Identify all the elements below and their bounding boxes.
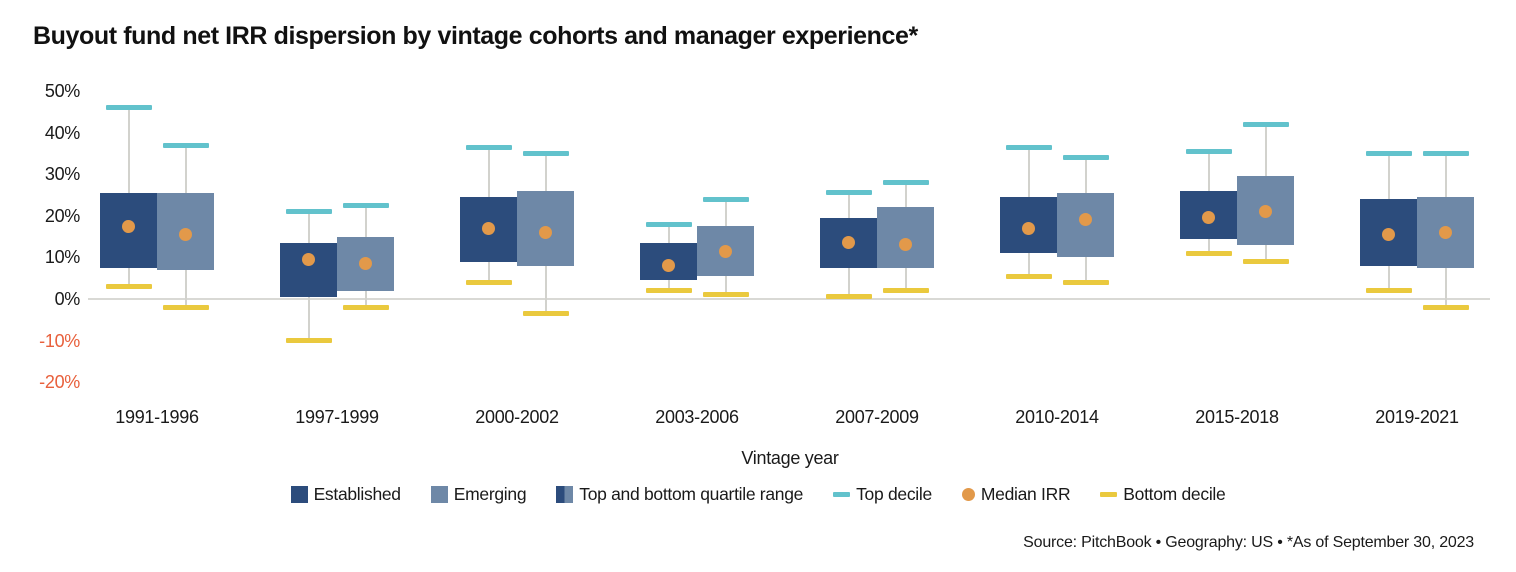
y-tick-label: 0%	[54, 289, 81, 309]
bottom-decile-line	[105, 284, 152, 290]
top-decile-line	[702, 196, 749, 202]
quartile-range-swatch-icon	[556, 486, 574, 503]
median-dot	[899, 238, 912, 252]
bottom-decile-line	[1365, 288, 1412, 294]
bottom-decile-line	[1242, 259, 1289, 265]
x-tick-label: 2003-2006	[655, 407, 739, 427]
legend-item-top-decile: Top decile	[833, 484, 932, 505]
median-dot	[1382, 228, 1395, 242]
median-dot	[1079, 213, 1092, 227]
legend-item-bottom-decile: Bottom decile	[1100, 484, 1226, 505]
bottom-decile-line	[645, 288, 692, 294]
chart-title: Buyout fund net IRR dispersion by vintag…	[33, 22, 918, 50]
legend: Established Emerging Top and bottom quarti…	[0, 484, 1516, 505]
median-dot	[1259, 205, 1272, 219]
legend-label: Top and bottom quartile range	[579, 484, 804, 504]
bottom-decile-line	[342, 304, 389, 310]
y-tick-label: -10%	[39, 330, 80, 351]
legend-label: Bottom decile	[1123, 484, 1226, 504]
legend-label: Established	[313, 484, 401, 504]
median-dot	[1022, 221, 1035, 235]
x-tick-label: 2019-2021	[1375, 407, 1459, 427]
y-tick-label: -20%	[39, 372, 80, 393]
top-decile-line	[522, 150, 569, 156]
bottom-decile-line	[522, 311, 569, 317]
median-dot	[1202, 211, 1215, 225]
median-dot	[122, 219, 135, 233]
bottom-decile-line	[465, 279, 512, 285]
top-decile-line	[1062, 155, 1109, 161]
median-dot	[302, 252, 315, 266]
median-dot-swatch-icon	[961, 488, 975, 501]
top-decile-line	[285, 209, 332, 215]
bottom-decile-line	[1185, 250, 1232, 256]
top-decile-line	[162, 142, 209, 148]
emerging-swatch-icon	[430, 486, 448, 503]
top-decile-line	[882, 180, 929, 186]
bottom-decile-line	[825, 294, 872, 300]
bottom-decile-swatch-icon	[1100, 492, 1118, 497]
x-tick-label: 2007-2009	[835, 407, 919, 427]
top-decile-line	[1365, 150, 1412, 156]
median-dot	[719, 244, 732, 258]
established-swatch-icon	[290, 486, 308, 503]
y-tick-label: 50%	[44, 81, 80, 101]
x-tick-label: 2000-2002	[475, 407, 559, 427]
top-decile-line	[1422, 150, 1469, 156]
top-decile-line	[105, 105, 152, 111]
top-decile-line	[342, 202, 389, 208]
top-decile-line	[1185, 148, 1232, 154]
source-note: Source: PitchBook • Geography: US • *As …	[1023, 534, 1474, 551]
zero-axis-line	[88, 298, 1490, 300]
median-dot	[1439, 225, 1452, 239]
legend-item-established: Established	[290, 484, 401, 505]
bottom-decile-line	[882, 288, 929, 294]
x-axis-title: Vintage year	[741, 448, 839, 468]
x-tick-label: 1997-1999	[295, 407, 379, 427]
y-tick-label: 40%	[44, 122, 80, 143]
bottom-decile-line	[1422, 304, 1469, 310]
top-decile-swatch-icon	[833, 492, 851, 497]
top-decile-line	[1005, 144, 1052, 150]
legend-item-median: Median IRR	[961, 484, 1071, 505]
x-tick-label: 2010-2014	[1015, 407, 1099, 427]
bottom-decile-line	[1005, 273, 1052, 279]
x-tick-label: 1991-1996	[115, 407, 199, 427]
bottom-decile-line	[1062, 279, 1109, 285]
legend-item-emerging: Emerging	[430, 484, 527, 505]
median-dot	[539, 225, 552, 239]
y-tick-label: 20%	[44, 205, 80, 226]
top-decile-line	[825, 190, 872, 196]
y-tick-label: 10%	[44, 247, 80, 268]
median-dot	[482, 221, 495, 235]
legend-label: Emerging	[453, 484, 527, 504]
quartile-box-established	[280, 242, 337, 297]
y-tick-label: 30%	[44, 164, 80, 185]
bottom-decile-line	[162, 304, 209, 310]
bottom-decile-line	[285, 338, 332, 344]
legend-label: Median IRR	[980, 484, 1071, 504]
median-dot	[359, 257, 372, 271]
top-decile-line	[465, 144, 512, 150]
median-dot	[662, 259, 675, 273]
median-dot	[179, 228, 192, 242]
x-tick-label: 2015-2018	[1195, 407, 1279, 427]
median-dot	[842, 236, 855, 250]
legend-item-quartile-range: Top and bottom quartile range	[556, 484, 803, 505]
quartile-box-emerging	[877, 207, 934, 268]
top-decile-line	[645, 221, 692, 227]
bottom-decile-line	[702, 292, 749, 298]
top-decile-line	[1242, 121, 1289, 127]
legend-label: Top decile	[856, 484, 932, 504]
